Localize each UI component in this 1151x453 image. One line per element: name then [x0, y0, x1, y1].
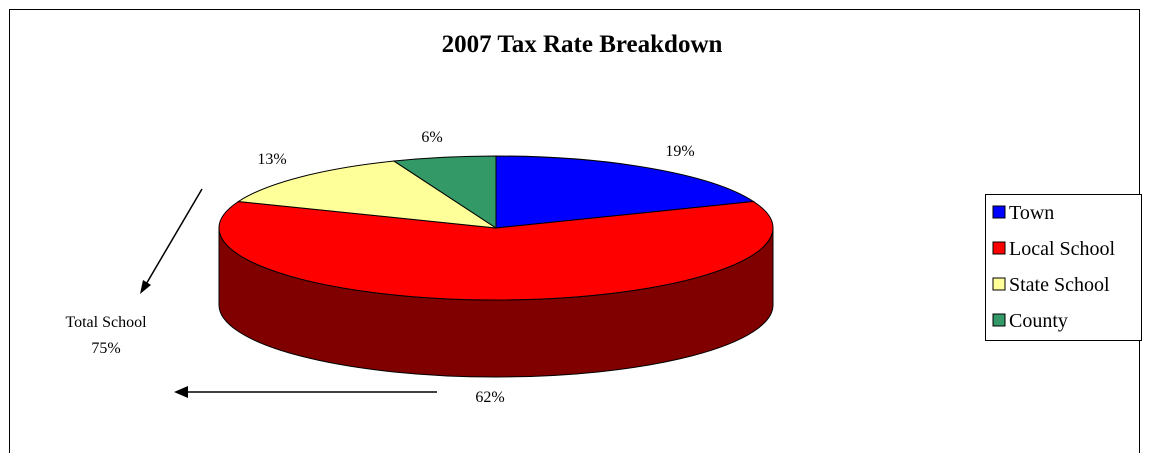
annotation-value: 75%: [91, 340, 120, 357]
legend: Town Local School State School County: [985, 194, 1142, 341]
legend-box: [985, 194, 1142, 341]
pie-slice-state-school: [237, 160, 497, 229]
legend-label-state-school: State School: [1009, 274, 1110, 296]
legend-swatch-local-school: [992, 241, 1006, 255]
pie-slice-county: [392, 155, 497, 229]
data-label-local-school: 62%: [475, 389, 504, 406]
annotation-arrowhead-diagonal: [140, 280, 151, 294]
annotation-arrowhead-horizontal: [174, 386, 188, 398]
legend-label-town: Town: [1009, 202, 1054, 224]
chart-title: 2007 Tax Rate Breakdown: [442, 31, 723, 58]
pie-slice-town: [495, 155, 755, 229]
pie-data-labels: 19% 62% 13% 6%: [257, 129, 694, 406]
legend-swatch-town: [992, 205, 1006, 219]
data-label-state-school: 13%: [257, 151, 286, 168]
data-label-county: 6%: [421, 129, 442, 146]
legend-label-local-school: Local School: [1009, 238, 1116, 260]
legend-label-county: County: [1009, 310, 1068, 332]
pie-slices: [218, 155, 774, 301]
annotation: Total School 75%: [65, 188, 437, 398]
data-label-town: 19%: [665, 143, 694, 160]
legend-swatch-county: [992, 313, 1006, 327]
annotation-arrow-diagonal: [144, 188, 203, 287]
annotation-label: Total School: [65, 314, 147, 331]
legend-swatch-state-school: [992, 277, 1006, 291]
pie-slice-local-school: [218, 200, 774, 301]
